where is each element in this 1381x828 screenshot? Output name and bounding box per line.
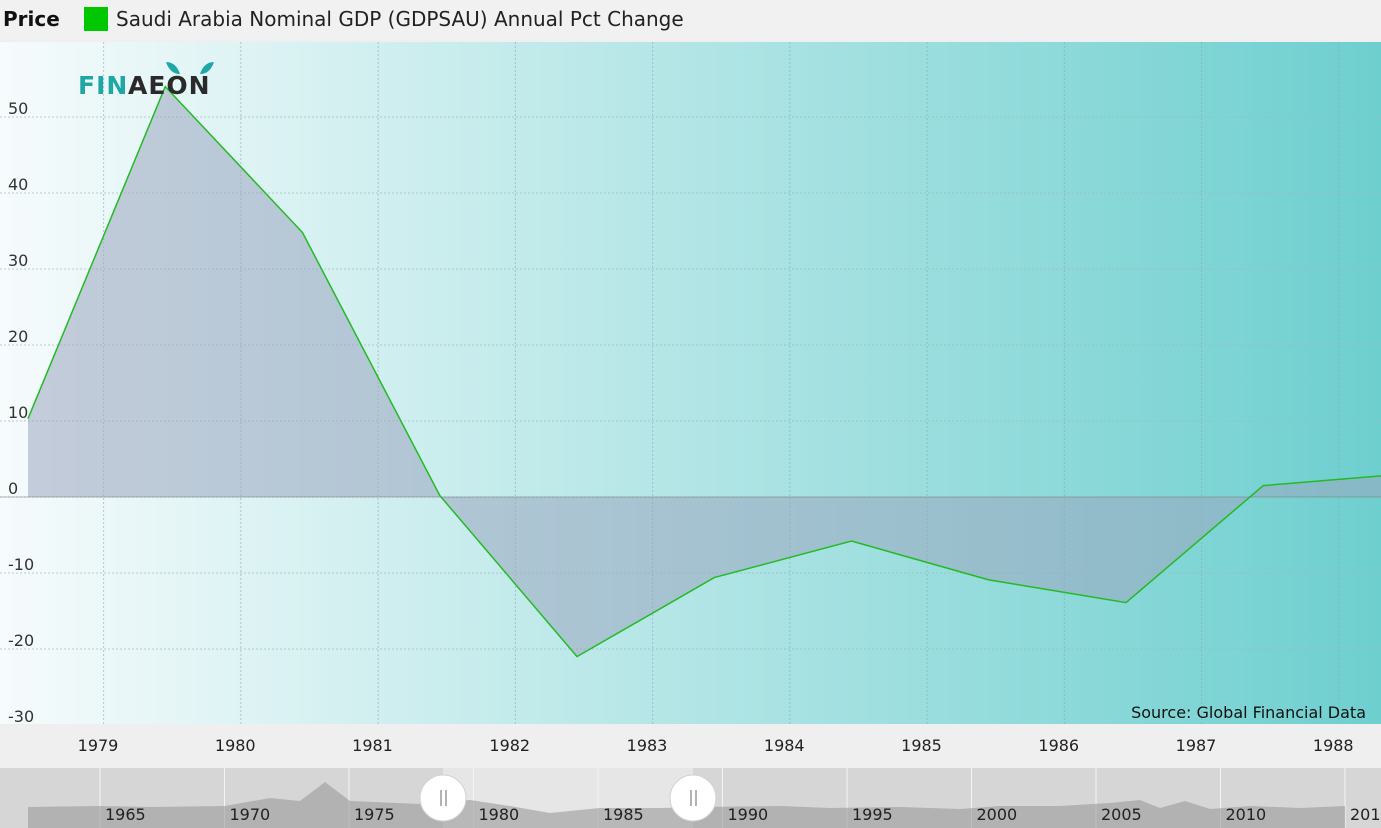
y-tick-label: -10 — [8, 555, 34, 574]
y-tick-label: 50 — [8, 99, 28, 118]
navigator-label: 2000 — [977, 805, 1018, 824]
navigator-label: 2005 — [1101, 805, 1142, 824]
navigator-labels: 1965 1970 1975 1980 1985 1990 1995 2000 2005 2010… — [105, 805, 1381, 824]
x-tick-label: 1981 — [352, 736, 393, 755]
y-tick-label: 30 — [8, 251, 28, 270]
navigator-area — [28, 782, 1345, 828]
x-tick-label: 1984 — [764, 736, 805, 755]
navigator-label: 201 — [1350, 805, 1381, 824]
x-axis-band — [0, 724, 1381, 768]
logo-text-left: FIN — [78, 71, 128, 100]
series-layer — [0, 85, 1381, 658]
navigator-label: 1985 — [603, 805, 644, 824]
navigator-label: 1995 — [852, 805, 893, 824]
legend-series-label[interactable]: Saudi Arabia Nominal GDP (GDPSAU) Annual… — [116, 7, 684, 31]
x-tick-label: 1982 — [489, 736, 530, 755]
legend-title: Price — [3, 7, 60, 31]
y-tick-label: 0 — [8, 479, 18, 498]
y-tick-label: -30 — [8, 707, 34, 726]
y-tick-label: 40 — [8, 175, 28, 194]
x-axis: 1979 1980 1981 1982 1983 1984 1985 1986 1987 1988 — [78, 736, 1354, 755]
x-tick-label: 1983 — [627, 736, 668, 755]
finaeon-logo-icon: FIN AEON — [78, 62, 214, 100]
y-tick-label: 20 — [8, 327, 28, 346]
navigator-label: 1980 — [479, 805, 520, 824]
navigator-handle-left[interactable] — [419, 774, 467, 822]
x-tick-label: 1980 — [215, 736, 256, 755]
legend-series-swatch[interactable] — [84, 7, 108, 31]
y-tick-label: 10 — [8, 403, 28, 422]
series-area — [28, 86, 1381, 657]
navigator-label: 1990 — [728, 805, 769, 824]
source-note: Source: Global Financial Data — [1131, 703, 1366, 722]
navigator-label: 2010 — [1226, 805, 1267, 824]
y-axis: 50 40 30 20 10 0 -10 -20 -30 — [8, 99, 34, 726]
x-tick-label: 1979 — [78, 736, 119, 755]
series-line[interactable] — [27, 85, 1381, 658]
x-tick-label: 1985 — [901, 736, 942, 755]
navigator-label: 1975 — [354, 805, 395, 824]
navigator[interactable]: 1965 1970 1975 1980 1985 1990 1995 2000 2005 2010… — [0, 768, 1381, 828]
logo-text-right: AEON — [128, 71, 211, 100]
x-tick-label: 1987 — [1176, 736, 1217, 755]
x-tick-label: 1988 — [1313, 736, 1354, 755]
y-tick-label: -20 — [8, 631, 34, 650]
navigator-label: 1965 — [105, 805, 146, 824]
chart-legend: Price Saudi Arabia Nominal GDP (GDPSAU) … — [0, 0, 1381, 40]
navigator-handle-right[interactable] — [669, 774, 717, 822]
navigator-label: 1970 — [230, 805, 271, 824]
x-tick-label: 1986 — [1038, 736, 1079, 755]
